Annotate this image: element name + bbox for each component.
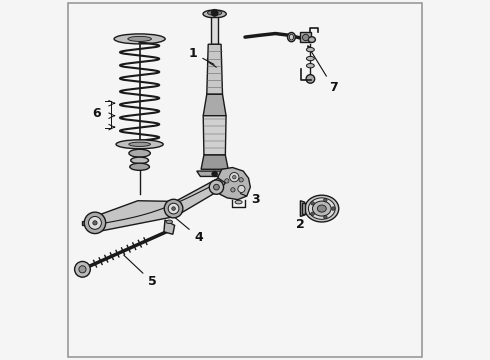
Circle shape bbox=[79, 266, 86, 273]
Polygon shape bbox=[207, 44, 222, 94]
Ellipse shape bbox=[305, 195, 339, 222]
Ellipse shape bbox=[114, 34, 165, 44]
Ellipse shape bbox=[318, 205, 326, 212]
Ellipse shape bbox=[306, 48, 314, 52]
Circle shape bbox=[232, 175, 236, 179]
Circle shape bbox=[323, 198, 327, 202]
Circle shape bbox=[84, 212, 106, 234]
Polygon shape bbox=[203, 116, 226, 155]
Ellipse shape bbox=[131, 157, 148, 163]
Circle shape bbox=[238, 185, 245, 193]
Text: 7: 7 bbox=[308, 46, 338, 94]
Ellipse shape bbox=[306, 57, 314, 61]
Ellipse shape bbox=[235, 201, 242, 204]
Polygon shape bbox=[82, 221, 86, 225]
Circle shape bbox=[93, 221, 97, 225]
Text: 2: 2 bbox=[296, 212, 311, 231]
Circle shape bbox=[239, 178, 244, 182]
Circle shape bbox=[172, 207, 175, 210]
Ellipse shape bbox=[289, 34, 294, 40]
Polygon shape bbox=[302, 203, 305, 214]
Circle shape bbox=[225, 179, 229, 183]
Text: 6: 6 bbox=[93, 107, 101, 120]
Circle shape bbox=[168, 203, 179, 214]
Polygon shape bbox=[211, 18, 218, 44]
Ellipse shape bbox=[288, 32, 295, 42]
Polygon shape bbox=[197, 171, 232, 176]
Circle shape bbox=[230, 172, 239, 182]
Circle shape bbox=[306, 75, 315, 83]
Ellipse shape bbox=[203, 10, 226, 18]
Text: 1: 1 bbox=[189, 47, 214, 64]
Ellipse shape bbox=[306, 64, 314, 68]
Polygon shape bbox=[164, 220, 174, 234]
Polygon shape bbox=[203, 94, 226, 116]
Ellipse shape bbox=[129, 149, 150, 157]
Circle shape bbox=[323, 215, 327, 219]
Text: 3: 3 bbox=[241, 193, 260, 206]
Circle shape bbox=[311, 212, 315, 216]
Circle shape bbox=[214, 184, 220, 190]
Polygon shape bbox=[92, 178, 225, 232]
Ellipse shape bbox=[129, 142, 150, 147]
Ellipse shape bbox=[166, 220, 172, 224]
Text: 5: 5 bbox=[124, 255, 156, 288]
Circle shape bbox=[89, 216, 101, 229]
Polygon shape bbox=[300, 32, 311, 42]
Polygon shape bbox=[217, 167, 250, 200]
Circle shape bbox=[209, 180, 223, 194]
Circle shape bbox=[164, 199, 183, 218]
Ellipse shape bbox=[313, 201, 331, 216]
Circle shape bbox=[331, 207, 335, 210]
Ellipse shape bbox=[207, 10, 222, 15]
Polygon shape bbox=[201, 155, 228, 169]
Ellipse shape bbox=[130, 163, 149, 170]
Circle shape bbox=[302, 34, 309, 41]
Circle shape bbox=[231, 188, 235, 192]
Ellipse shape bbox=[128, 36, 151, 41]
Circle shape bbox=[311, 202, 315, 205]
Circle shape bbox=[74, 261, 90, 277]
Text: 4: 4 bbox=[169, 212, 203, 244]
Ellipse shape bbox=[116, 140, 163, 149]
Circle shape bbox=[211, 9, 218, 17]
Polygon shape bbox=[300, 201, 305, 216]
Ellipse shape bbox=[308, 198, 335, 219]
Ellipse shape bbox=[308, 37, 316, 42]
Circle shape bbox=[212, 171, 218, 177]
